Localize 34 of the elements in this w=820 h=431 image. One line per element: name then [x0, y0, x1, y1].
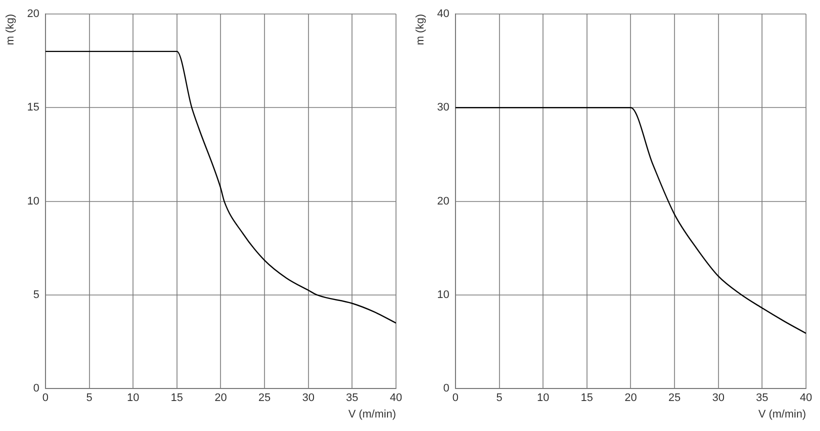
line-series [45, 50, 396, 324]
x-tick-label: 0 [452, 392, 458, 404]
y-tick-label: 0 [443, 382, 450, 395]
x-tick-label: 25 [668, 392, 681, 404]
x-tick-label: 15 [580, 392, 594, 404]
x-tick-label: 20 [624, 392, 637, 404]
x-tick-label: 5 [86, 392, 92, 404]
y-tick-label: 10 [27, 195, 40, 208]
x-axis-title: V (m/min) [348, 408, 396, 420]
y-tick-label: 15 [27, 102, 40, 114]
y-tick-label: 40 [437, 8, 450, 20]
x-tick-label: 10 [126, 392, 140, 404]
y-tick-label: 20 [27, 8, 40, 20]
x-tick-label: 30 [302, 392, 314, 404]
x-axis-title: V (m/min) [758, 408, 806, 420]
x-tick-label: 40 [800, 392, 812, 404]
x-tick-label: 10 [536, 392, 550, 404]
x-tick-label: 15 [170, 392, 184, 404]
x-tick-label: 30 [712, 392, 724, 404]
x-tick-label: 40 [390, 392, 402, 404]
x-tick-label: 35 [346, 392, 358, 404]
y-tick-label: 10 [437, 288, 450, 301]
y-tick-label: 30 [437, 102, 450, 114]
y-tick-label: 20 [437, 195, 450, 208]
x-tick-label: 5 [496, 392, 502, 404]
x-tick-label: 20 [214, 392, 227, 404]
x-tick-label: 0 [42, 392, 48, 404]
y-tick-label: 5 [33, 288, 40, 301]
y-axis-title: m (kg) [4, 14, 17, 46]
y-tick-label: 0 [33, 382, 40, 395]
y-axis-title: m (kg) [414, 14, 427, 46]
x-tick-label: 35 [756, 392, 768, 404]
x-tick-label: 25 [258, 392, 271, 404]
line-series [455, 107, 806, 334]
